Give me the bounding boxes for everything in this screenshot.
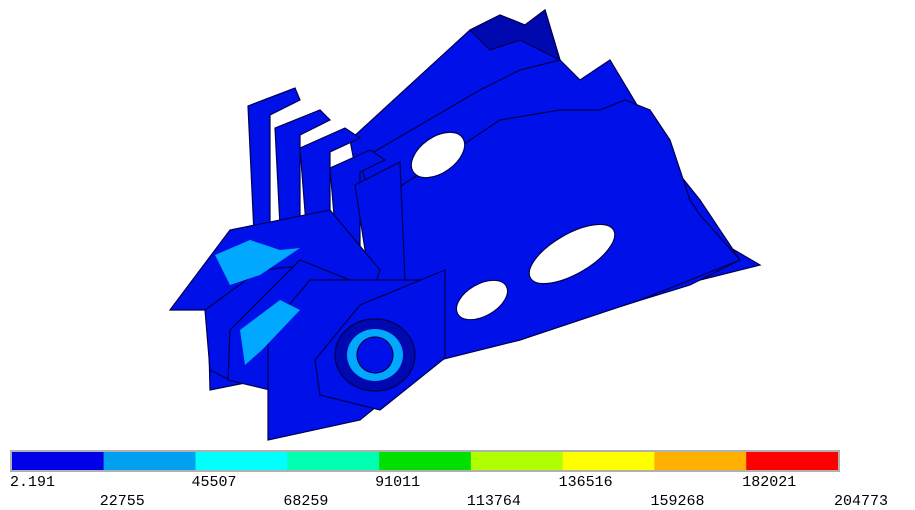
legend-level: 45507 — [192, 474, 237, 491]
legend-level: 68259 — [283, 493, 328, 510]
legend-swatch — [12, 452, 104, 470]
legend-level: 22755 — [100, 493, 145, 510]
legend-level: 91011 — [375, 474, 420, 491]
legend-swatch — [196, 452, 288, 470]
legend-level: 204773 — [834, 493, 888, 510]
legend-swatch — [746, 452, 838, 470]
legend-swatch — [379, 452, 471, 470]
legend-swatch — [104, 452, 196, 470]
legend-level: 2.191 — [10, 474, 55, 491]
legend-level: 136516 — [559, 474, 613, 491]
legend-level: 182021 — [742, 474, 796, 491]
legend-swatch — [287, 452, 379, 470]
page: {"legend": {"levels": [2.191, 22755, 455… — [0, 0, 915, 510]
legend-swatch — [654, 452, 746, 470]
legend-level: 159268 — [650, 493, 704, 510]
contour-plot: 2.191 22755 45507 68259 91011 113764 136516 159… — [0, 0, 915, 510]
legend-swatch — [563, 452, 655, 470]
color-legend: 2.191 22755 45507 68259 91011 113764 136516 159… — [10, 450, 888, 510]
legend-swatch — [471, 452, 563, 470]
legend-level: 113764 — [467, 493, 521, 510]
model — [170, 10, 760, 440]
